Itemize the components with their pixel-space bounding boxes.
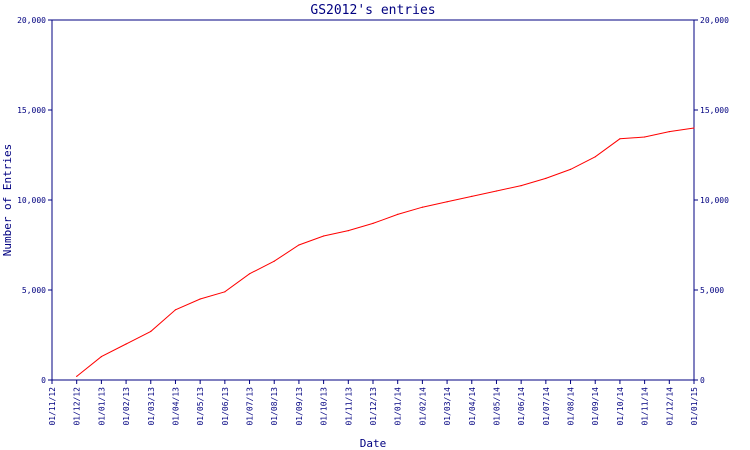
- data-point: [273, 260, 275, 262]
- data-point: [495, 190, 498, 192]
- y-tick-label-left: 10,000: [17, 196, 46, 205]
- x-tick-label: 01/03/14: [443, 387, 452, 426]
- x-tick-label: 01/06/13: [221, 387, 230, 426]
- series-group: [76, 127, 695, 377]
- x-tick-label: 01/03/13: [147, 387, 156, 426]
- x-tick-label: 01/12/14: [665, 387, 674, 426]
- y-tick-label-left: 5,000: [22, 286, 46, 295]
- x-tick-label: 01/06/14: [517, 387, 526, 426]
- x-tick-label: 01/11/13: [344, 387, 353, 426]
- chart-title: GS2012's entries: [310, 3, 435, 18]
- x-tick-label: 01/05/14: [492, 387, 501, 426]
- data-point: [150, 330, 152, 332]
- data-point: [520, 185, 522, 187]
- x-tick-label: 01/11/12: [48, 387, 57, 426]
- y-axis-label: Number of Entries: [1, 144, 14, 257]
- x-tick-label: 01/08/13: [270, 387, 279, 426]
- data-point: [76, 375, 78, 377]
- x-tick-label: 01/12/13: [369, 387, 378, 426]
- x-tick-label: 01/04/14: [468, 387, 477, 426]
- y-tick-label-left: 20,000: [17, 16, 46, 25]
- x-tick-label: 01/01/13: [97, 387, 106, 426]
- x-tick-label: 01/08/14: [567, 387, 576, 426]
- y-tick-label-right: 10,000: [700, 196, 729, 205]
- x-tick-label: 01/01/14: [394, 387, 403, 426]
- data-point: [421, 206, 423, 208]
- x-tick-label: 01/02/14: [418, 387, 427, 426]
- y-tick-label-right: 20,000: [700, 16, 729, 25]
- y-tick-label-left: 15,000: [17, 106, 46, 115]
- y-tick-label-right: 0: [700, 376, 705, 385]
- x-tick-label: 01/10/14: [616, 387, 625, 426]
- data-point: [693, 127, 695, 129]
- y-axis-ticks: 0 0 5,000 5,000 10,000 10,000 15,000 15,000 20,0…: [17, 16, 729, 385]
- series-line: [76, 127, 695, 377]
- x-tick-label: 01/07/13: [246, 387, 255, 426]
- data-point: [347, 230, 349, 232]
- x-axis-label: Date: [360, 437, 387, 450]
- data-point: [174, 309, 177, 311]
- x-tick-label: 01/12/12: [73, 387, 82, 426]
- y-tick-label-right: 15,000: [700, 106, 729, 115]
- x-tick-label: 01/11/14: [641, 387, 650, 426]
- data-point: [323, 235, 325, 237]
- x-tick-label: 01/09/14: [591, 387, 600, 426]
- data-point: [446, 201, 448, 203]
- data-point: [298, 244, 300, 246]
- data-point: [644, 136, 646, 138]
- data-point: [372, 222, 374, 224]
- data-point: [199, 298, 201, 300]
- data-point: [397, 213, 399, 215]
- plot-frame: [51, 19, 695, 381]
- y-tick-label-right: 5,000: [700, 286, 724, 295]
- data-point: [471, 195, 473, 197]
- x-tick-label: 01/01/15: [690, 387, 699, 426]
- data-point: [619, 138, 621, 140]
- x-tick-label: 01/10/13: [320, 387, 329, 426]
- data-point: [594, 156, 596, 158]
- x-tick-label: 01/09/13: [295, 387, 304, 426]
- data-point: [100, 356, 102, 358]
- data-point: [248, 273, 251, 275]
- x-tick-label: 01/04/13: [171, 387, 180, 426]
- x-tick-label: 01/05/13: [196, 387, 205, 426]
- data-point: [545, 177, 547, 179]
- data-point: [668, 131, 670, 133]
- data-point: [224, 291, 226, 293]
- data-point: [569, 168, 572, 170]
- x-axis-ticks: 01/11/12 01/12/12 01/01/13 01/02/13 01/03/13…: [48, 380, 699, 426]
- x-tick-label: 01/07/14: [542, 387, 551, 426]
- x-tick-label: 01/02/13: [122, 387, 131, 426]
- data-point: [125, 343, 127, 345]
- y-tick-label-left: 0: [41, 376, 46, 385]
